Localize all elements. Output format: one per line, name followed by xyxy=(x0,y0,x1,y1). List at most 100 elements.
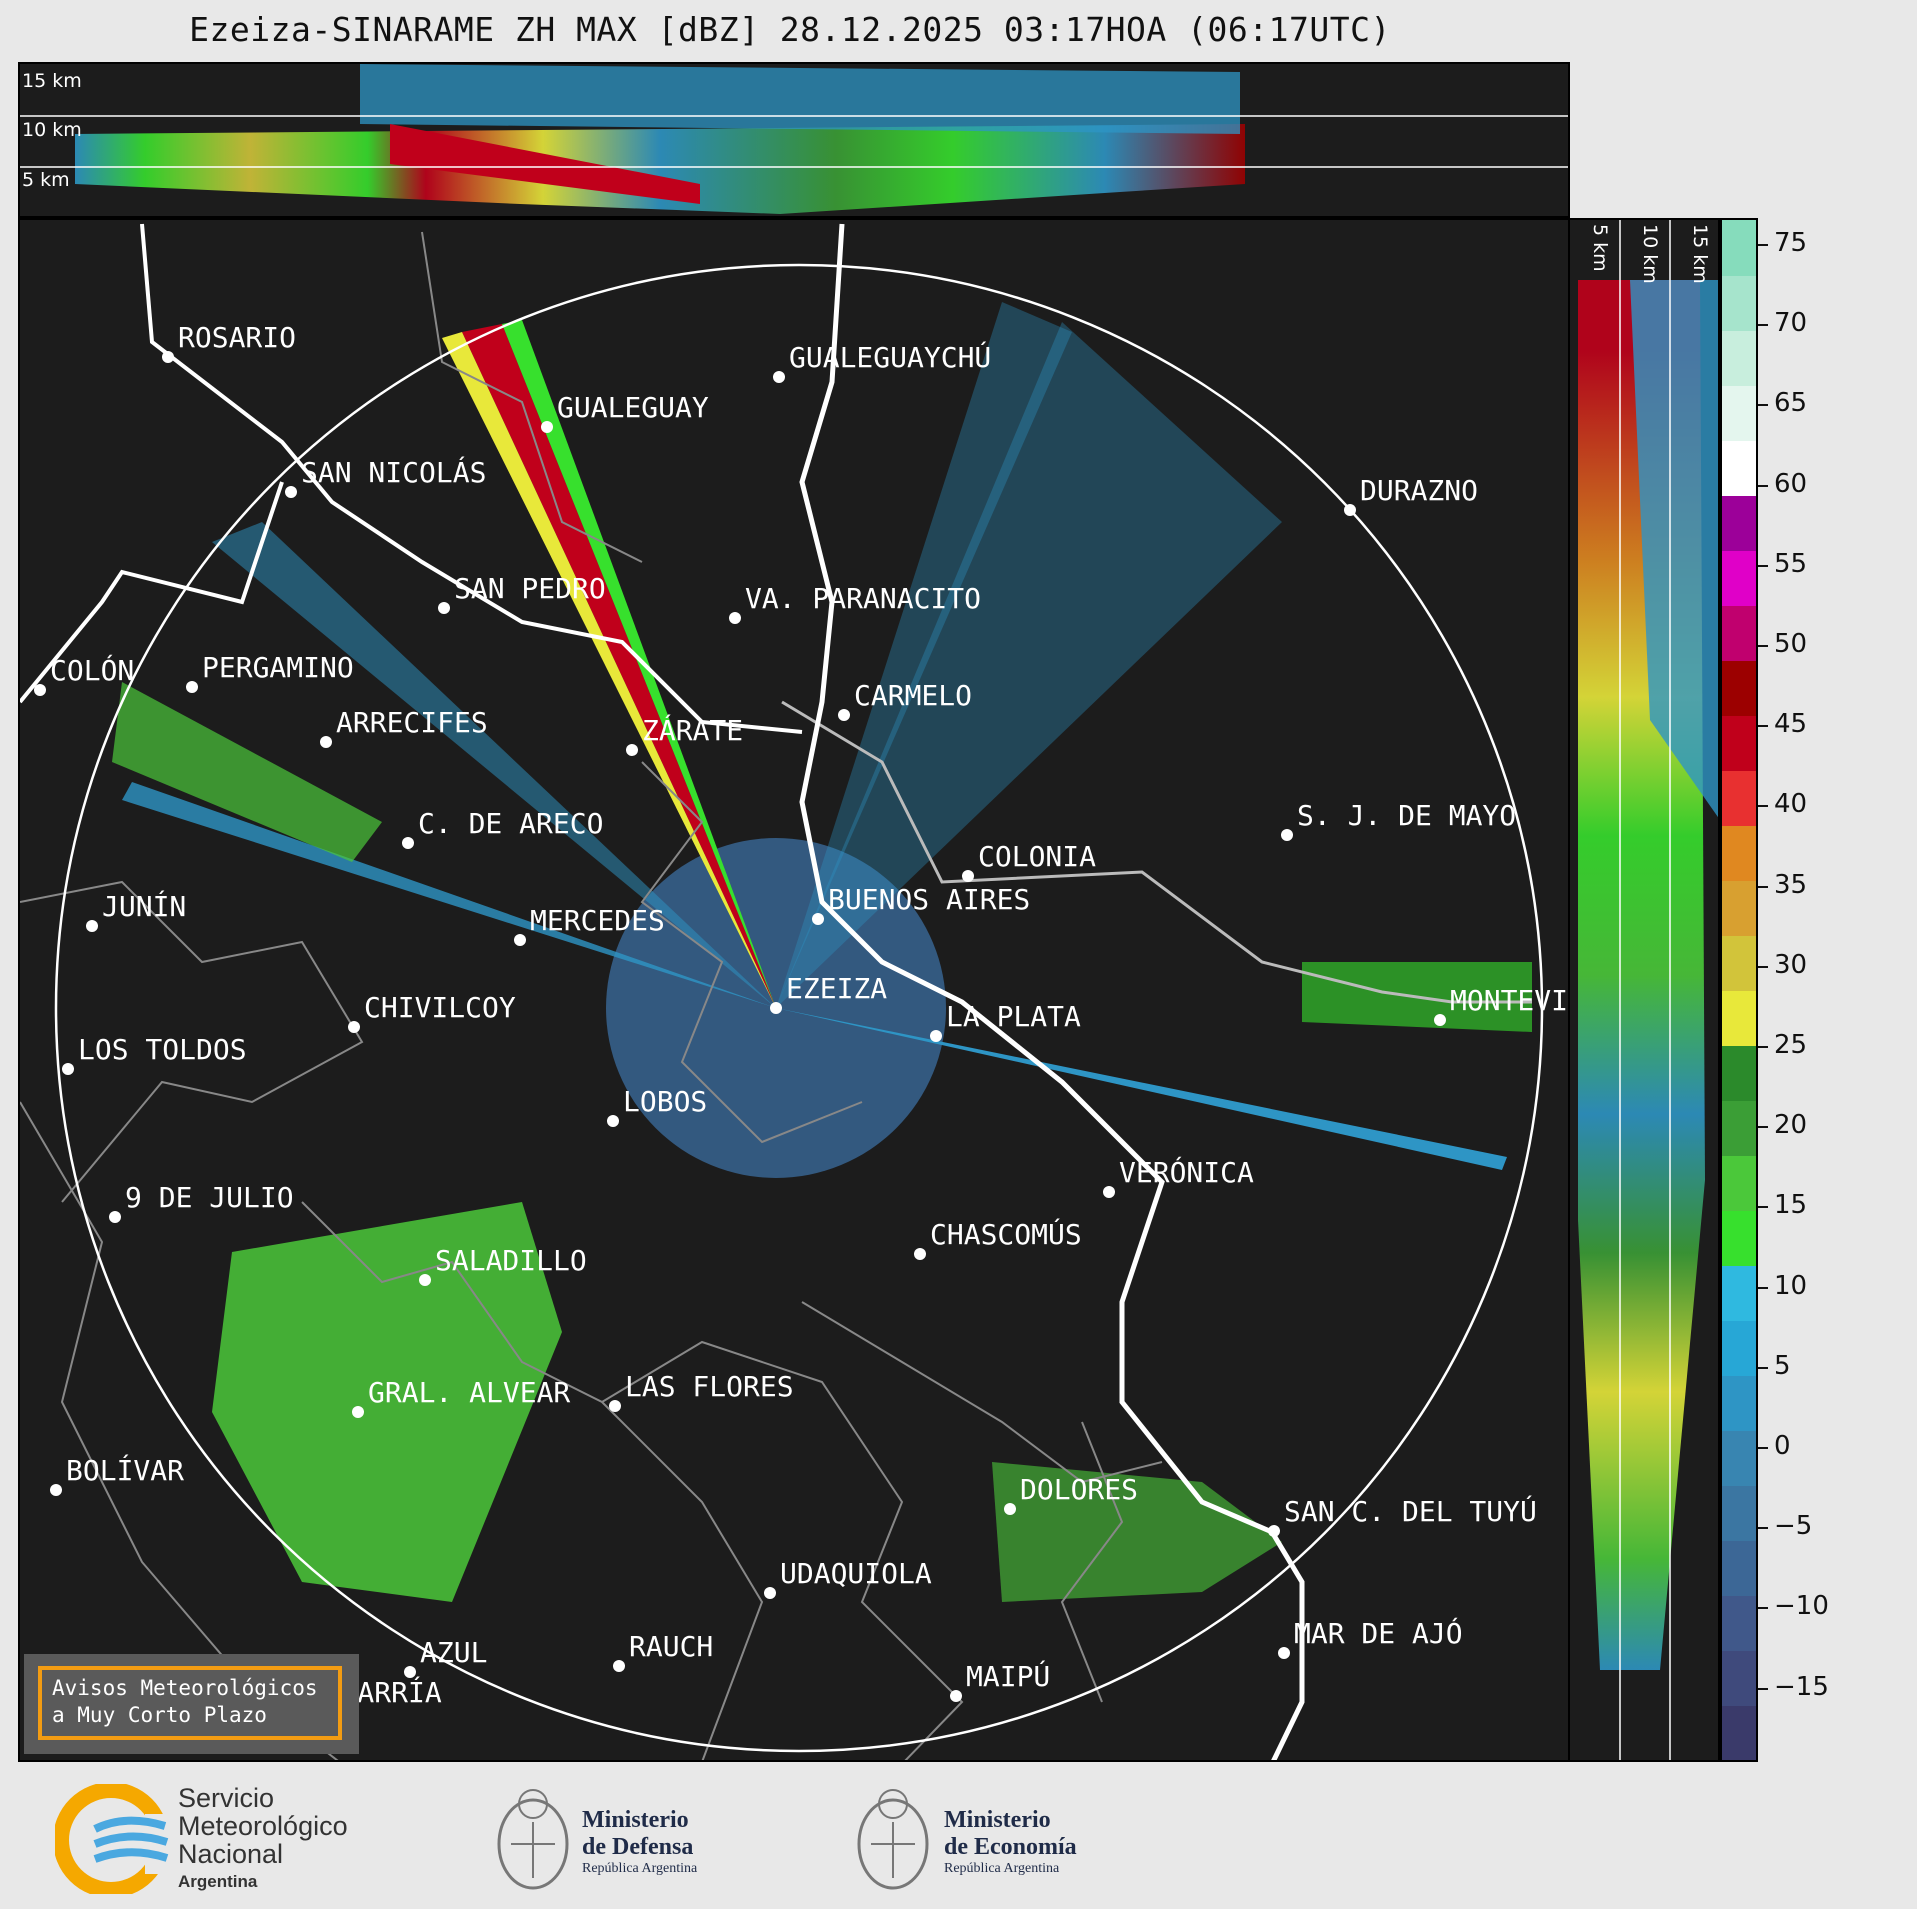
city-label: AZUL xyxy=(420,1636,487,1669)
colorbar-swatch xyxy=(1722,1485,1756,1541)
city-dot xyxy=(1434,1014,1446,1026)
city-label: C. DE ARECO xyxy=(418,807,603,840)
footer: Servicio Meteorológico Nacional Argentin… xyxy=(0,1762,1917,1909)
city-label: RAUCH xyxy=(629,1630,713,1663)
city-dot xyxy=(613,1660,625,1672)
top-cross-section: 15 km 10 km 5 km xyxy=(18,62,1570,218)
city-label: CHIVILCOY xyxy=(364,991,516,1024)
city-dot xyxy=(773,371,785,383)
colorbar-swatch xyxy=(1722,495,1756,551)
cross-section-upper-echo xyxy=(360,64,1240,134)
radar-map: ROSARIO GUALEGUAYCHÚ GUALEGUAY SAN NICOLÁS D… xyxy=(18,218,1570,1762)
colorbar-swatch xyxy=(1722,1705,1756,1760)
city-marker: SAN C. DEL TUYÚ xyxy=(1268,1494,1537,1537)
city-marker: S. J. DE MAYO xyxy=(1281,799,1516,841)
city-dot xyxy=(1103,1186,1115,1198)
colorbar-tick xyxy=(1758,1687,1768,1690)
side-altitude-label: 5 km xyxy=(1589,224,1611,272)
national-seal-icon xyxy=(857,1789,929,1890)
side-altitude-label: 10 km xyxy=(1639,224,1661,284)
city-marker: DOLORES xyxy=(1004,1473,1138,1515)
colorbar-tick xyxy=(1758,1206,1768,1209)
city-dot xyxy=(162,351,174,363)
city-label: UDAQUIOLA xyxy=(780,1557,932,1590)
city-label: ZÁRATE xyxy=(642,713,743,747)
colorbar-tick xyxy=(1758,324,1768,327)
city-dot xyxy=(320,736,332,748)
city-label: VA. PARANACITO xyxy=(745,582,981,615)
city-layer: ROSARIO GUALEGUAYCHÚ GUALEGUAY SAN NICOLÁS D… xyxy=(34,321,1568,1718)
city-label: 9 DE JULIO xyxy=(125,1181,294,1214)
colorbar-tick-label: 0 xyxy=(1774,1431,1791,1461)
colorbar-tick-label: −10 xyxy=(1774,1591,1829,1622)
city-label: MAIPÚ xyxy=(966,1659,1050,1693)
colorbar-swatch xyxy=(1722,1540,1756,1596)
city-marker: UDAQUIOLA xyxy=(764,1557,932,1599)
colorbar-swatch xyxy=(1722,990,1756,1046)
city-dot xyxy=(62,1063,74,1075)
city-marker: VERÓNICA xyxy=(1103,1155,1254,1198)
colorbar-tick xyxy=(1758,885,1768,888)
colorbar-swatch xyxy=(1722,330,1756,386)
city-marker: COLONIA xyxy=(962,840,1096,882)
city-label: S. J. DE MAYO xyxy=(1297,799,1516,832)
colorbar-swatch xyxy=(1722,660,1756,716)
city-label: GRAL. ALVEAR xyxy=(368,1376,570,1409)
colorbar-tick xyxy=(1758,1447,1768,1449)
avisos-link[interactable]: Avisos Meteorológicos a Muy Corto Plazo xyxy=(38,1666,342,1740)
top-cross-section-svg: 15 km 10 km 5 km xyxy=(20,64,1568,214)
city-marker: GRAL. ALVEAR xyxy=(352,1376,570,1418)
city-label: LAS FLORES xyxy=(625,1370,794,1403)
colorbar-tick xyxy=(1758,484,1768,487)
colorbar-tick-label: 45 xyxy=(1774,709,1808,740)
colorbar-swatch xyxy=(1722,1320,1756,1376)
city-marker: EZEIZA xyxy=(770,972,887,1014)
city-label: LOBOS xyxy=(623,1085,707,1118)
chart-title: Ezeiza-SINARAME ZH MAX [dBZ] 28.12.2025 … xyxy=(189,10,1391,49)
city-dot xyxy=(352,1406,364,1418)
colorbar-tick-label: −15 xyxy=(1774,1671,1829,1702)
colorbar-swatch xyxy=(1722,275,1756,331)
city-dot xyxy=(285,486,297,498)
city-dot xyxy=(34,684,46,696)
colorbar-swatch xyxy=(1722,1265,1756,1321)
colorbar-tick-label: 65 xyxy=(1774,388,1808,419)
coastline xyxy=(799,223,1305,1760)
colorbar-tick xyxy=(1758,244,1768,246)
colorbar-swatch xyxy=(1722,440,1756,496)
city-marker: AZUL xyxy=(404,1636,487,1678)
city-marker: LA PLATA xyxy=(930,1000,1081,1042)
city-label: LA PLATA xyxy=(946,1000,1081,1033)
colorbar xyxy=(1720,218,1758,1762)
colorbar-tick-label: 60 xyxy=(1774,468,1808,499)
city-label: COLONIA xyxy=(978,840,1096,873)
colorbar-swatch xyxy=(1722,825,1756,881)
uruguay-coast xyxy=(781,700,1532,1004)
colorbar-swatch xyxy=(1722,1375,1756,1431)
side-cross-section-svg: 5 km 10 km 15 km xyxy=(1578,220,1718,1760)
city-dot xyxy=(50,1484,62,1496)
city-marker: DURAZNO xyxy=(1344,474,1478,516)
colorbar-swatch xyxy=(1722,1045,1756,1101)
city-label: MERCEDES xyxy=(530,904,665,937)
colorbar-tick xyxy=(1758,1366,1768,1369)
city-marker: JUNÍN xyxy=(86,889,186,932)
city-marker: LOBOS xyxy=(607,1085,707,1127)
city-dot xyxy=(930,1030,942,1042)
city-marker: BUENOS AIRES xyxy=(812,883,1030,925)
colorbar-swatch xyxy=(1722,1100,1756,1156)
side-altitude-label: 15 km xyxy=(1689,224,1711,284)
city-marker: MAIPÚ xyxy=(950,1659,1050,1702)
top-altitude-label: 15 km xyxy=(22,70,82,92)
colorbar-tick-label: 70 xyxy=(1774,308,1808,339)
city-dot xyxy=(1281,829,1293,841)
city-label: VERÓNICA xyxy=(1119,1155,1254,1189)
colorbar-tick-label: 50 xyxy=(1774,629,1808,659)
colorbar-swatch xyxy=(1722,880,1756,936)
colorbar-swatch xyxy=(1722,1155,1756,1211)
city-marker: SAN PEDRO xyxy=(438,572,606,614)
city-dot xyxy=(404,1666,416,1678)
city-marker: SALADILLO xyxy=(419,1244,587,1286)
colorbar-tick xyxy=(1758,645,1768,647)
colorbar-swatch xyxy=(1722,770,1756,826)
